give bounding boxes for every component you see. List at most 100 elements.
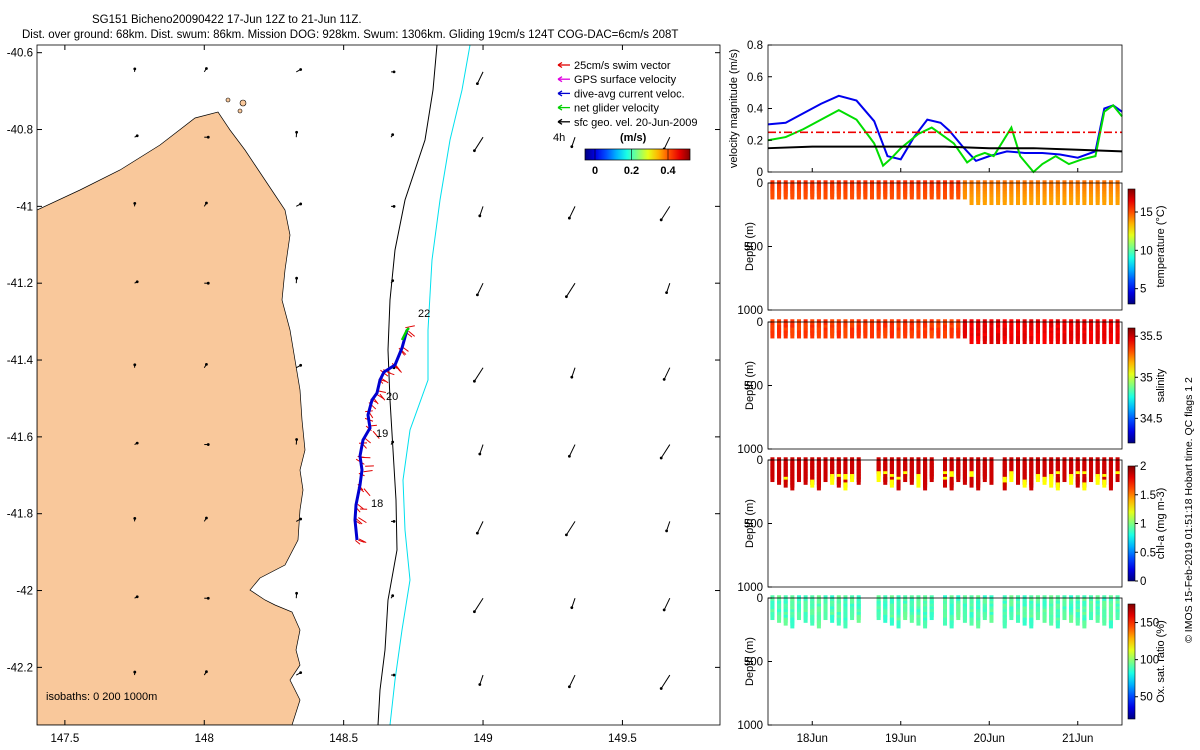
data-cast-point bbox=[943, 617, 947, 626]
dive-label: 18 bbox=[371, 498, 383, 510]
geo-velocity-arrowhead bbox=[570, 606, 574, 610]
data-cast-point bbox=[883, 191, 888, 200]
map-ytick-label: -40.6 bbox=[7, 48, 33, 60]
data-cast-point bbox=[903, 474, 908, 483]
data-cast-point bbox=[803, 191, 808, 200]
velocity-series bbox=[767, 103, 1123, 174]
data-cast-point bbox=[1022, 336, 1027, 345]
data-cast-point bbox=[790, 482, 795, 491]
velocity-ytick-label: 0.2 bbox=[747, 135, 763, 147]
data-cast-point bbox=[1022, 479, 1027, 488]
geo-velocity-arrowhead bbox=[295, 130, 299, 134]
data-cast-point bbox=[1075, 617, 1080, 626]
data-cast-point bbox=[1049, 197, 1054, 206]
geo-velocity-arrow bbox=[660, 444, 671, 459]
data-cast-point bbox=[810, 330, 815, 339]
depth-ylabel: Depth (m) bbox=[744, 637, 756, 686]
geo-velocity-arrow bbox=[473, 367, 484, 382]
data-cast-point bbox=[989, 336, 994, 345]
geo-velocity-arrowhead bbox=[659, 456, 663, 460]
geo-velocity-arrowhead bbox=[205, 201, 208, 205]
data-cast-point bbox=[1016, 197, 1021, 206]
data-cast-point bbox=[810, 617, 815, 626]
legend-label: sfc geo. vel. 20-Jun-2009 bbox=[574, 117, 698, 129]
map-xtick-label: 149.5 bbox=[608, 733, 637, 745]
data-cast-point bbox=[1075, 479, 1080, 488]
geo-velocity-arrow bbox=[666, 521, 671, 532]
colorbar bbox=[1127, 465, 1136, 582]
depth-ylabel: Depth (m) bbox=[744, 499, 756, 548]
data-cast-point bbox=[1108, 620, 1113, 629]
colorbar-tick-label: 100 bbox=[1140, 655, 1159, 667]
map-ytick-label: -41.6 bbox=[7, 432, 33, 444]
geo-velocity-arrowhead bbox=[392, 673, 396, 677]
data-cast-point bbox=[783, 617, 788, 626]
data-cast-point bbox=[1095, 476, 1100, 485]
geo-velocity-arrowhead bbox=[295, 591, 299, 595]
data-cast-point bbox=[1115, 197, 1120, 206]
depth-panel-temperature: 0 500 1000 Depth (m) 5 10 15 temperature (°C) bbox=[737, 178, 1167, 317]
data-cast-point bbox=[1102, 197, 1107, 206]
depth-ylabel: Depth (m) bbox=[744, 222, 756, 271]
data-cast-point bbox=[1009, 612, 1014, 621]
map-ytick-label: -41.2 bbox=[7, 278, 33, 290]
data-cast-point bbox=[1062, 336, 1067, 345]
geo-velocity-arrowhead bbox=[392, 204, 396, 208]
data-cast-point bbox=[1075, 336, 1080, 345]
data-cast-point bbox=[949, 482, 954, 491]
data-cast-point bbox=[777, 191, 782, 200]
legend-background bbox=[552, 56, 720, 136]
depth-ytick-label: 1000 bbox=[737, 444, 763, 456]
map-ytick-label: -40.8 bbox=[7, 125, 33, 137]
depth-ytick-label: 1000 bbox=[737, 305, 763, 317]
data-cast-point bbox=[810, 191, 815, 200]
geo-velocity-arrowhead bbox=[662, 378, 666, 381]
velocity-series bbox=[767, 94, 1123, 163]
data-cast-point bbox=[949, 330, 954, 339]
swim-vector bbox=[387, 371, 395, 376]
data-cast-point bbox=[976, 482, 981, 491]
data-cast-point bbox=[1049, 336, 1054, 345]
depth-ytick-label: 500 bbox=[744, 657, 763, 669]
data-cast-point bbox=[909, 614, 914, 623]
geo-velocity-arrowhead bbox=[295, 276, 299, 280]
data-cast-point bbox=[962, 330, 967, 339]
swim-vector bbox=[408, 330, 416, 337]
isobath-1000m bbox=[389, 45, 471, 725]
data-cast-point bbox=[790, 330, 795, 339]
colorbar-tick-label: 0 bbox=[592, 165, 598, 177]
data-cast-point bbox=[816, 620, 821, 629]
data-cast-point bbox=[836, 191, 841, 200]
data-cast-point bbox=[962, 614, 967, 623]
data-cast-point bbox=[1029, 336, 1034, 345]
data-cast-point bbox=[896, 191, 901, 200]
data-cast-point bbox=[796, 474, 801, 483]
plot-title-line2: Dist. over ground: 68km. Dist. swum: 86k… bbox=[22, 29, 679, 41]
velocity-panel: 0 0.2 0.4 0.6 0.8 velocity magnitude (m/s) bbox=[728, 40, 1123, 179]
geo-velocity-arrow bbox=[663, 367, 671, 380]
data-cast-point bbox=[956, 474, 961, 483]
data-cast-point bbox=[916, 479, 921, 488]
data-cast-point bbox=[796, 612, 801, 621]
geo-velocity-arrowhead bbox=[665, 529, 668, 533]
map-xtick-label: 148 bbox=[195, 733, 214, 745]
colorbar-label: Ox. sat. ratio (%) bbox=[1155, 620, 1167, 703]
data-cast-point bbox=[903, 612, 908, 621]
data-cast-point bbox=[1002, 197, 1007, 206]
data-cast-point bbox=[836, 617, 841, 626]
geo-velocity-arrowhead bbox=[206, 443, 210, 446]
geo-velocity-arrowhead bbox=[206, 596, 210, 600]
data-cast-point bbox=[803, 614, 808, 623]
colorbar-tick-label: 150 bbox=[1140, 618, 1159, 630]
swim-vector bbox=[376, 394, 385, 400]
map-ytick-label: -41 bbox=[16, 201, 33, 213]
data-cast-point bbox=[770, 612, 775, 621]
geo-velocity-arrowhead bbox=[665, 291, 668, 295]
swim-vector bbox=[355, 539, 361, 545]
geo-velocity-arrowhead bbox=[478, 214, 482, 218]
map-xtick-label: 149 bbox=[473, 733, 492, 745]
data-cast-point bbox=[1029, 620, 1034, 629]
colorbar-label: salinity bbox=[1155, 368, 1167, 402]
data-cast-point bbox=[1009, 474, 1014, 483]
geo-velocity-arrow bbox=[565, 521, 576, 536]
